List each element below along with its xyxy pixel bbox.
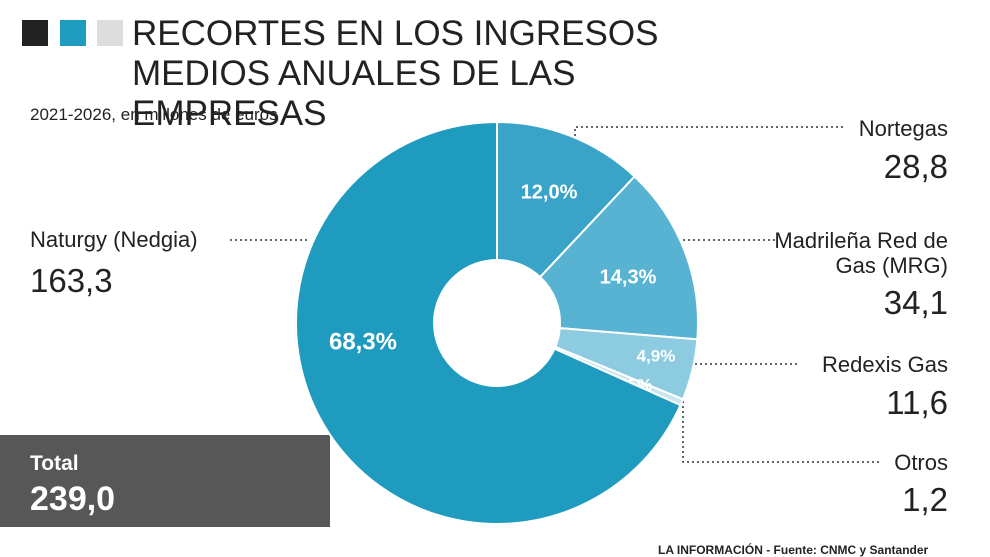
category-label: Nortegas [858,116,948,141]
slice [496,120,637,279]
header-square [97,20,123,46]
slice [295,120,682,525]
slice-label: 14,3% [600,266,657,288]
amount-label: 11,6 [886,384,948,421]
total-box [0,435,330,527]
slice-label: 4,9% [637,346,676,365]
total-label: Total [30,452,79,475]
amount-label: 34,1 [883,284,948,321]
source: LA INFORMACIÓN - Fuente: CNMC y Santande… [658,543,929,557]
amount-label: 1,2 [902,481,948,518]
category-label: Madrileña Red de Gas (MRG) [774,228,948,278]
header-square [60,20,86,46]
leader-lines [230,126,880,463]
subtitle: 2021-2026, en millones de euros [30,105,278,124]
amount-label: 28,8 [883,148,948,185]
category-label: Naturgy (Nedgia) [30,227,198,252]
total-value: 239,0 [30,480,116,518]
header-square [22,20,48,46]
chart-title: RECORTES EN LOS INGRESOS MEDIOS ANUALES … [132,14,659,133]
slice [538,175,699,341]
amount-label: 163,3 [30,262,113,299]
category-label: Otros [894,450,948,475]
category-label: Redexis Gas [822,352,948,377]
slice-label: 12,0% [521,181,578,203]
slice-label: 68,3% [329,328,397,355]
